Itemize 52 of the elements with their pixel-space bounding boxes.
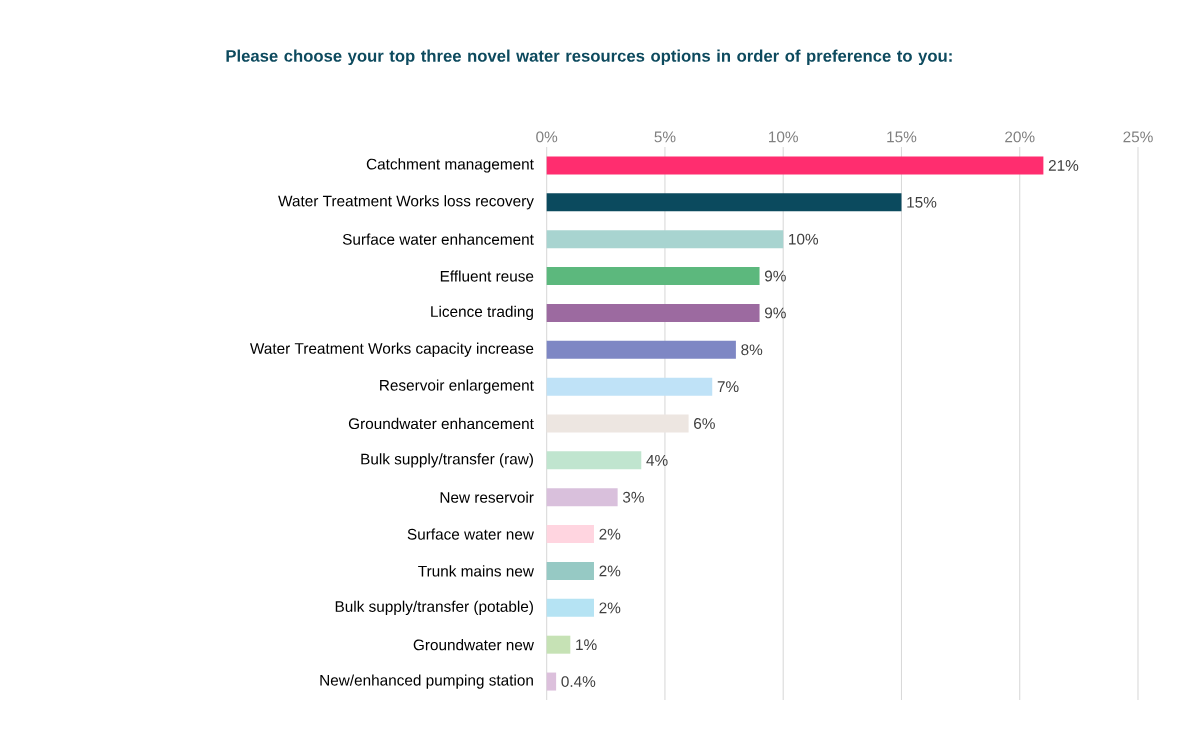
bar [546,303,760,322]
data-label: 2% [599,565,621,577]
bar [546,488,618,507]
bar [546,598,594,617]
y-tick-label: Catchment management [366,158,534,173]
bar [546,525,594,544]
x-tick-label: 20% [1005,131,1035,143]
y-tick-label: Water Treatment Works capacity increase [249,342,534,357]
bar [546,230,784,249]
bar [546,561,594,580]
y-tick-label: New/enhanced pumping station [320,674,533,689]
bar [546,193,902,212]
x-tick-label: 0% [536,131,558,143]
bar [546,672,557,691]
data-label: 2% [599,602,621,614]
x-tick-label: 10% [769,131,798,143]
x-tick-label: 25% [1123,131,1153,143]
bar [546,451,642,470]
data-label: 8% [741,344,763,356]
y-tick-label: Bulk supply/transfer (raw) [361,453,533,468]
y-tick-label: Surface water new [407,528,534,540]
y-tick-label: Groundwater new [413,639,534,651]
bar [546,340,736,359]
x-tick-label: 15% [887,131,917,143]
data-label: 10% [789,233,819,245]
bar [546,156,1044,175]
data-label: 21% [1048,160,1079,171]
data-label: 15% [907,196,937,208]
bar [546,267,760,286]
y-tick-label: Trunk mains new [418,565,534,577]
y-tick-label: Reservoir enlargement [380,379,534,394]
data-label: 0.4% [561,676,596,687]
y-tick-label: Effluent reuse [440,270,534,282]
data-label: 4% [646,454,668,466]
data-label: 1% [576,639,597,651]
y-tick-label: Bulk supply/transfer (potable) [335,600,533,615]
data-label: 2% [599,528,621,540]
data-label: 9% [764,307,786,319]
bar [546,414,689,433]
data-label: 7% [717,381,739,392]
x-tick-label: 5% [654,131,676,143]
y-tick-label: New reservoir [440,491,534,503]
data-label: 6% [694,418,715,429]
y-tick-label: Water Treatment Works loss recovery [278,195,534,210]
data-label: 9% [764,270,786,282]
y-tick-label: Groundwater enhancement [348,417,534,430]
chart-title: Please choose your top three novel water resources options in order of preference to you: [226,49,952,66]
y-tick-label: Licence trading [431,305,533,321]
bar [546,635,571,654]
bar [546,377,713,396]
y-tick-label: Surface water enhancement [342,233,534,245]
data-label: 3% [622,491,644,503]
